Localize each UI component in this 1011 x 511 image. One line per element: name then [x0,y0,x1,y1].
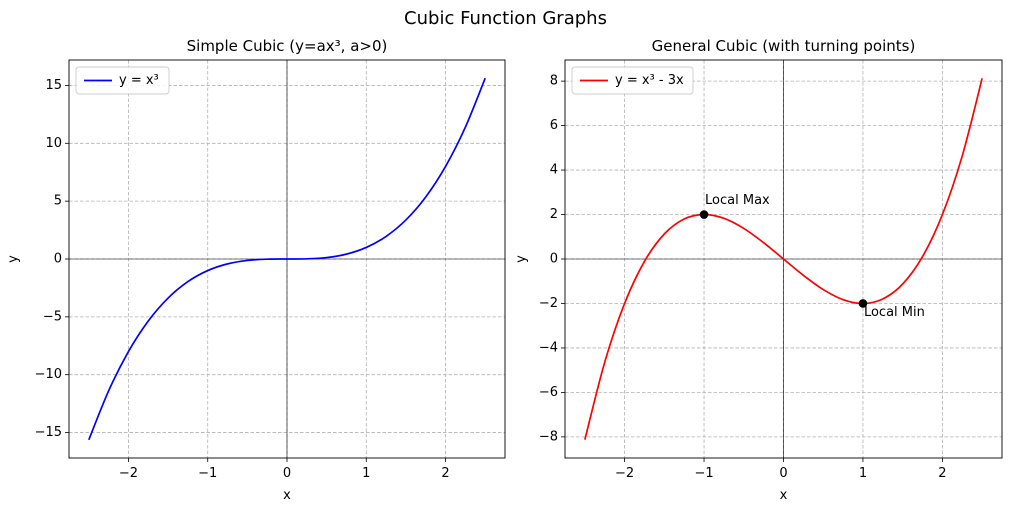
left-ytick-label-1: −10 [35,367,62,382]
left-ytick-label-4: 5 [54,194,62,209]
figure-title: Cubic Function Graphs [404,8,607,29]
right-ytick-label-7: 6 [550,118,558,133]
left-series-line-0 [88,77,486,441]
left-ytick-label-3: 0 [54,252,62,267]
right-xtick-label-2: 0 [779,466,787,481]
right-ytick-label-8: 8 [550,74,558,89]
right-xtick-label-3: 1 [859,466,867,481]
right-y-axis-label: y [514,255,529,263]
left-ytick-label-6: 15 [45,78,62,93]
left-legend-box [75,66,170,95]
left-plot-title: Simple Cubic (y=ax³, a>0) [187,37,388,55]
left-ytick-label-5: 10 [45,136,62,151]
right-turning-point-1 [858,299,868,308]
right-plot: Local Max Local Min −2 −1 0 1 2 −8 −6 −4 −2 0 2 4 6 8 x y… [514,37,1003,503]
right-ytick-label-4: 0 [550,252,558,267]
left-xtick-label-1: −1 [198,466,217,481]
right-annotation-0: Local Max [705,193,770,208]
left-x-axis-label: x [283,488,291,503]
right-x-axis-label: x [780,488,788,503]
right-xtick-label-4: 2 [938,466,946,481]
right-ytick-label-0: −8 [539,429,558,444]
left-y-axis-label: y [6,255,21,263]
right-plot-title: General Cubic (with turning points) [652,37,916,55]
right-xtick-label-1: −1 [694,466,713,481]
right-turning-point-0 [699,210,709,219]
right-ytick-label-3: −2 [539,296,558,311]
left-xtick-label-0: −2 [119,466,138,481]
left-xtick-label-4: 2 [441,466,449,481]
left-xtick-label-2: 0 [283,466,291,481]
left-ytick-label-2: −5 [43,309,62,324]
right-legend-label-0: y = x³ - 3x [615,73,684,88]
left-xtick-label-3: 1 [362,466,370,481]
right-legend-box [571,66,694,95]
right-ytick-label-2: −4 [539,340,558,355]
right-ytick-label-1: −6 [539,385,558,400]
right-series-line-0 [584,78,983,440]
right-xtick-label-0: −2 [615,466,634,481]
right-ytick-label-6: 4 [550,163,558,178]
left-legend-label-0: y = x³ [119,73,159,88]
left-ytick-label-0: −15 [35,425,62,440]
right-ytick-label-5: 2 [550,207,558,222]
right-annotation-1: Local Min [864,305,925,320]
